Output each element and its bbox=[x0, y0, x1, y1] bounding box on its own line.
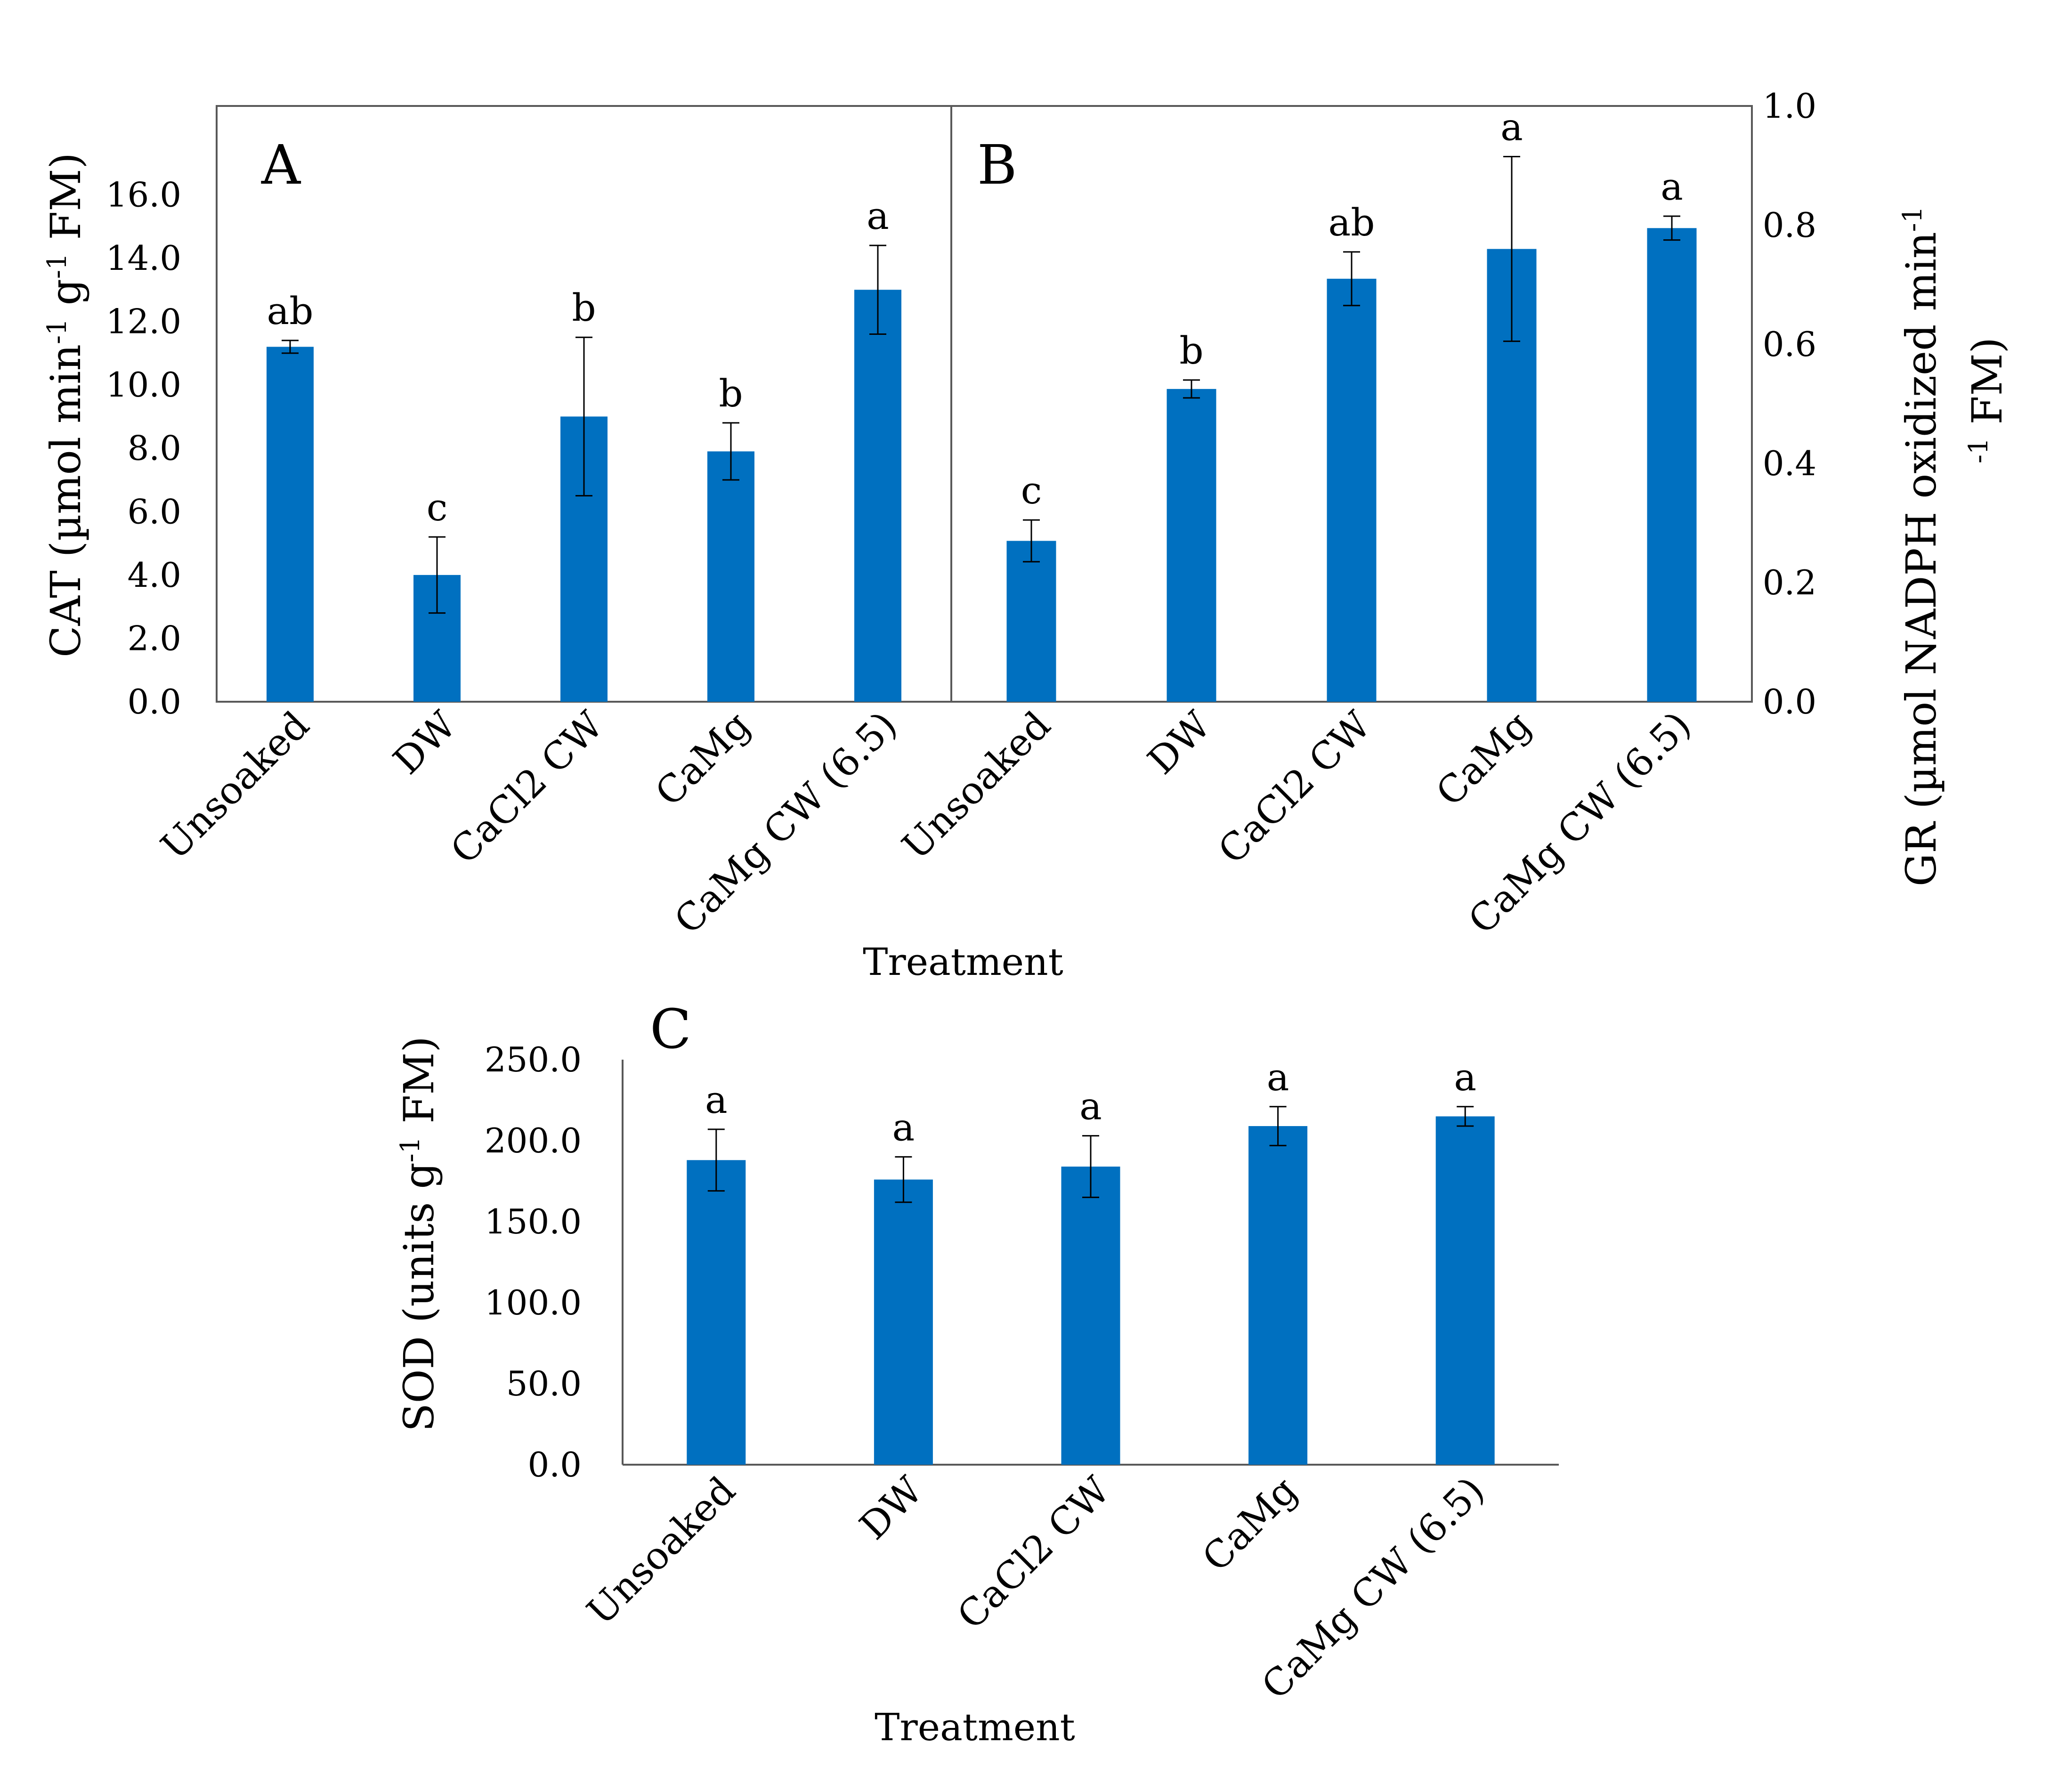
panel-a-y-tick-label: 0.0 bbox=[127, 682, 181, 722]
panel-c-bars: a a a a a bbox=[687, 1055, 1495, 1465]
panel-b-error-bar bbox=[1503, 156, 1520, 342]
panel-a-y-tick-label: 6.0 bbox=[127, 492, 181, 531]
panel-b-x-tick-label: Unsoaked bbox=[894, 703, 1059, 868]
panel-a-significance-letter: ab bbox=[267, 289, 314, 333]
panel-b-y-ticks: 0.0 0.2 0.4 0.6 0.8 1.0 bbox=[1763, 86, 1817, 722]
panel-a-bar bbox=[707, 451, 754, 702]
panel-c-error-bar bbox=[1457, 1106, 1474, 1127]
panel-c-y-axis-title: SOD (units g-1 FM) bbox=[395, 1036, 443, 1432]
panel-c-x-tick-label: CaCl2 CW bbox=[949, 1468, 1118, 1638]
panel-c-y-tick-label: 0.0 bbox=[527, 1445, 582, 1484]
panel-a-y-axis-title: CAT (µmol min-1 g-1 FM) bbox=[41, 153, 90, 657]
panel-b-bar bbox=[1006, 541, 1056, 702]
panel-a-bars: ab c b b a bbox=[267, 194, 901, 702]
panel-a-y-tick-label: 14.0 bbox=[106, 238, 181, 278]
panel-b-significance-letter: ab bbox=[1329, 201, 1375, 244]
panel-a-x-tick-label: CaCl2 CW bbox=[442, 703, 612, 873]
panel-c-error-bar bbox=[895, 1156, 912, 1203]
panel-c-error-bar bbox=[1269, 1106, 1287, 1146]
panel-c-bar bbox=[1248, 1126, 1308, 1465]
panel-a-significance-letter: b bbox=[572, 286, 596, 330]
panel-c-label: C bbox=[650, 998, 691, 1061]
panel-b-y-tick-label: 0.4 bbox=[1763, 444, 1817, 483]
panel-a-x-tick-label: DW bbox=[385, 703, 464, 783]
panel-a-error-bar bbox=[722, 422, 739, 481]
panel-ab-x-axis-title: Treatment bbox=[863, 940, 1063, 984]
panel-b-y-tick-label: 1.0 bbox=[1763, 86, 1817, 126]
panel-a-bar bbox=[267, 347, 314, 702]
panel-a-y-tick-label: 8.0 bbox=[127, 429, 181, 468]
panel-a-significance-letter: c bbox=[427, 486, 448, 529]
panel-c-x-axis-title: Treatment bbox=[875, 1705, 1075, 1749]
panel-b-x-tick-label: CaMg bbox=[1428, 703, 1540, 815]
panel-c-significance-letter: a bbox=[1454, 1055, 1476, 1099]
panel-c-significance-letter: a bbox=[1079, 1085, 1102, 1128]
panel-a-x-tick-label: Unsoaked bbox=[153, 703, 318, 868]
panel-c-x-tick-label: DW bbox=[851, 1468, 931, 1548]
panel-b-significance-letter: b bbox=[1179, 329, 1203, 373]
panel-b-significance-letter: a bbox=[1500, 105, 1523, 149]
panel-a-error-bar bbox=[575, 336, 592, 497]
panel-b-significance-letter: c bbox=[1021, 469, 1042, 512]
panel-b-bar bbox=[1327, 278, 1377, 702]
panel-a-y-ticks: 0.0 2.0 4.0 6.0 8.0 10.0 12.0 14.0 16.0 bbox=[106, 175, 181, 722]
panel-b-y-tick-label: 0.0 bbox=[1763, 682, 1817, 722]
panel-a-y-tick-label: 16.0 bbox=[106, 175, 181, 214]
panel-a-y-tick-label: 10.0 bbox=[106, 365, 181, 405]
panel-b-label: B bbox=[977, 134, 1017, 197]
panel-b-x-tick-label: CaCl2 CW bbox=[1210, 703, 1379, 873]
panel-b-y-axis-title-line2: -1 FM) bbox=[1963, 337, 2011, 463]
panel-b-bar bbox=[1167, 389, 1216, 702]
panel-c-bar bbox=[1061, 1167, 1120, 1465]
panel-a-y-tick-label: 2.0 bbox=[127, 618, 181, 658]
panel-b-bar bbox=[1647, 228, 1697, 702]
panel-a-bar bbox=[854, 290, 901, 702]
panel-b-significance-letter: a bbox=[1661, 165, 1683, 209]
panel-c-y-tick-label: 250.0 bbox=[485, 1040, 582, 1079]
panel-c-y-tick-label: 200.0 bbox=[485, 1121, 582, 1160]
panel-b-error-bar bbox=[1343, 251, 1360, 307]
panel-b-y-tick-label: 0.6 bbox=[1763, 324, 1817, 364]
panel-c-y-ticks: 0.0 50.0 100.0 150.0 200.0 250.0 bbox=[485, 1040, 582, 1484]
panel-a-y-tick-label: 4.0 bbox=[127, 555, 181, 595]
panel-a-significance-letter: b bbox=[719, 372, 743, 415]
panel-c-error-bar bbox=[707, 1128, 725, 1192]
panel-b-y-tick-label: 0.8 bbox=[1763, 205, 1817, 245]
panel-c-y-tick-label: 150.0 bbox=[485, 1202, 582, 1241]
panel-b-y-axis-title-line1: GR (µmol NADPH oxidized min-1 bbox=[1897, 206, 1945, 886]
panel-c-bar bbox=[874, 1179, 933, 1465]
panel-b-bars: c b ab a a bbox=[1006, 105, 1697, 702]
panel-c-significance-letter: a bbox=[705, 1078, 728, 1122]
panel-c-error-bar bbox=[1082, 1135, 1099, 1198]
panel-b-y-tick-label: 0.2 bbox=[1763, 563, 1817, 602]
panel-c-y-tick-label: 100.0 bbox=[485, 1283, 582, 1322]
panel-a-error-bar bbox=[429, 536, 446, 614]
panel-b-error-bar bbox=[1183, 379, 1200, 399]
panel-c-y-tick-label: 50.0 bbox=[506, 1364, 582, 1403]
panel-c-x-tick-label: CaMg bbox=[1194, 1468, 1305, 1580]
panel-c-bar bbox=[1435, 1116, 1495, 1465]
panel-a-significance-letter: a bbox=[867, 194, 889, 238]
panel-c-bar bbox=[687, 1160, 746, 1465]
panel-a-error-bar bbox=[282, 340, 299, 354]
panel-c-significance-letter: a bbox=[892, 1105, 915, 1149]
panel-b-x-tick-label: DW bbox=[1139, 703, 1219, 783]
panel-a-label: A bbox=[261, 134, 301, 197]
panel-ab-frame bbox=[216, 105, 1753, 703]
panel-a-x-tick-label: CaMg bbox=[647, 703, 759, 815]
panel-b-error-bar bbox=[1663, 215, 1680, 241]
panel-b-error-bar bbox=[1023, 519, 1040, 563]
panel-c-significance-letter: a bbox=[1267, 1055, 1289, 1099]
panel-a-error-bar bbox=[869, 244, 886, 335]
panel-c-x-tick-label: Unsoaked bbox=[579, 1468, 744, 1634]
panel-a-y-tick-label: 12.0 bbox=[106, 302, 181, 341]
